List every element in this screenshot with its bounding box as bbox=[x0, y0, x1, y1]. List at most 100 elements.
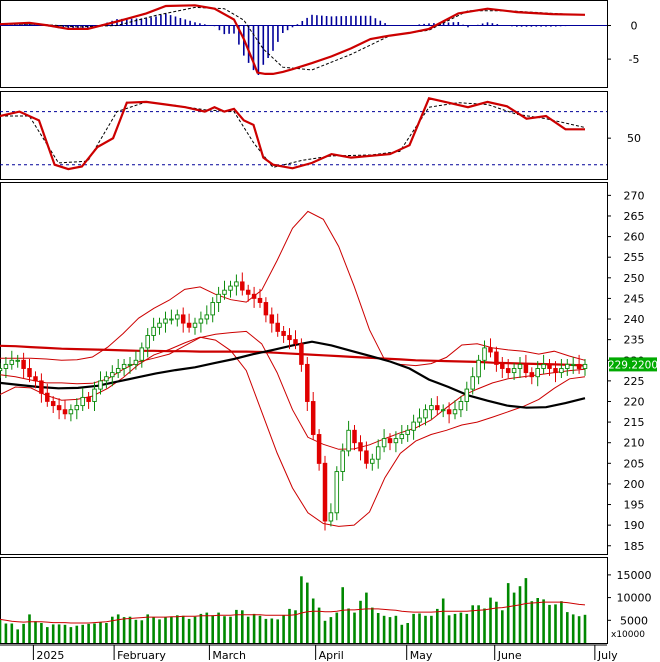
candle-body bbox=[500, 363, 505, 369]
candle-body bbox=[411, 421, 416, 431]
candlesticks bbox=[0, 272, 588, 531]
volume-bar bbox=[424, 615, 427, 643]
volume-bar bbox=[388, 617, 392, 643]
volume-bar bbox=[441, 598, 445, 643]
macd-frame bbox=[0, 0, 608, 88]
candle-body bbox=[340, 450, 345, 472]
candle-body bbox=[293, 339, 298, 345]
volume-bar bbox=[181, 615, 185, 643]
candle-body bbox=[541, 363, 546, 369]
volume-y-tick-label: 15000 bbox=[617, 569, 652, 582]
volume-bar bbox=[264, 618, 268, 643]
volume-bar bbox=[16, 629, 19, 643]
candle-body bbox=[198, 318, 204, 324]
stochastic-y-axis: 50 bbox=[607, 132, 641, 145]
volume-bar bbox=[506, 583, 510, 643]
volume-bar bbox=[217, 612, 220, 643]
candle-body bbox=[494, 351, 499, 365]
candle-body bbox=[387, 438, 393, 444]
volume-bar bbox=[394, 615, 398, 643]
volume-bar bbox=[294, 610, 297, 643]
volume-bar bbox=[518, 586, 522, 643]
candle-body bbox=[80, 396, 85, 407]
candle-body bbox=[228, 285, 233, 291]
candle-body bbox=[505, 368, 511, 374]
candle-body bbox=[68, 409, 74, 415]
price-y-tick-label: 225 bbox=[624, 375, 645, 388]
volume-bar bbox=[270, 618, 274, 643]
candle-body bbox=[358, 442, 363, 452]
macd-histogram bbox=[0, 13, 586, 75]
price-y-tick-label: 195 bbox=[624, 499, 645, 512]
volume-bar bbox=[122, 617, 126, 643]
candle-body bbox=[56, 405, 62, 411]
price-y-tick-label: 245 bbox=[624, 292, 645, 305]
volume-bar bbox=[548, 604, 551, 643]
volume-bar bbox=[300, 576, 303, 643]
candle-body bbox=[452, 409, 458, 415]
volume-bar bbox=[406, 623, 409, 643]
volume-bar bbox=[93, 623, 96, 643]
date-label: May bbox=[410, 649, 433, 662]
candle-body bbox=[529, 372, 535, 378]
volume-bar bbox=[501, 610, 504, 643]
ma-long-line bbox=[0, 344, 586, 367]
volume-bar bbox=[211, 615, 214, 643]
candle-body bbox=[92, 388, 97, 402]
candle-body bbox=[192, 322, 198, 328]
volume-bar bbox=[158, 619, 161, 643]
volume-bar bbox=[412, 613, 415, 643]
macd-y-tick-label: -5 bbox=[629, 53, 640, 66]
bollinger-lower-line bbox=[0, 336, 586, 527]
price-y-tick-label: 200 bbox=[624, 478, 645, 491]
candle-body bbox=[287, 335, 292, 341]
candle-body bbox=[476, 359, 481, 378]
stochastic-panel: 50 bbox=[0, 91, 641, 180]
volume-bar bbox=[306, 582, 309, 643]
candle-body bbox=[299, 343, 304, 365]
candle-body bbox=[517, 363, 523, 369]
candle-body bbox=[316, 434, 322, 464]
bollinger-bands bbox=[0, 210, 586, 527]
volume-bar bbox=[430, 615, 433, 643]
volume-y-tick-label: 10000 bbox=[617, 592, 652, 605]
volume-bar bbox=[341, 587, 344, 643]
volume-bar bbox=[229, 616, 232, 643]
candle-body bbox=[559, 368, 564, 374]
date-label: March bbox=[212, 649, 246, 662]
candle-body bbox=[163, 318, 168, 324]
volume-frame bbox=[0, 557, 608, 644]
candle-body bbox=[417, 417, 422, 423]
candle-body bbox=[470, 376, 475, 390]
candle-body bbox=[180, 314, 186, 324]
bollinger-mid-line bbox=[0, 330, 586, 450]
volume-bar bbox=[116, 614, 120, 643]
candle-body bbox=[482, 347, 487, 361]
macd-signal-line bbox=[0, 6, 586, 71]
candle-body bbox=[33, 376, 38, 382]
volume-bar bbox=[134, 619, 138, 643]
volume-bar bbox=[99, 622, 102, 643]
volume-bar bbox=[241, 610, 244, 643]
date-label: April bbox=[319, 649, 344, 662]
volume-bar bbox=[75, 625, 79, 643]
stochastic-k-line bbox=[0, 97, 585, 171]
candle-body bbox=[110, 372, 115, 378]
volume-bar bbox=[495, 601, 498, 643]
price-y-tick-label: 235 bbox=[624, 334, 645, 347]
volume-bar bbox=[199, 613, 203, 643]
macd-y-axis: 0 -5 bbox=[607, 20, 640, 66]
date-label: 2025 bbox=[36, 649, 64, 662]
volume-bar bbox=[536, 598, 539, 643]
candle-body bbox=[263, 302, 269, 316]
date-label: July bbox=[597, 649, 618, 662]
date-axis: 2025 February March April May June July bbox=[0, 644, 618, 662]
candle-body bbox=[370, 458, 375, 464]
volume-bar bbox=[418, 613, 421, 643]
volume-bar bbox=[376, 613, 380, 643]
candle-body bbox=[281, 330, 286, 336]
candle-body bbox=[582, 363, 588, 369]
price-y-tick-label: 240 bbox=[624, 313, 645, 326]
volume-bar bbox=[10, 623, 14, 643]
candle-body bbox=[3, 363, 9, 369]
